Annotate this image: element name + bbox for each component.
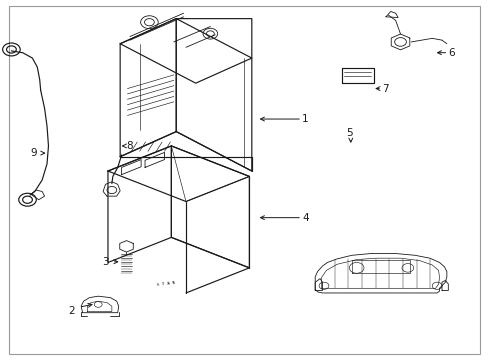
Text: 5: 5 — [346, 129, 352, 138]
Text: 6: 6 — [447, 48, 454, 58]
Text: 8: 8 — [126, 141, 133, 151]
Text: 1: 1 — [302, 114, 308, 124]
Text: 7: 7 — [382, 84, 388, 94]
Text: 3: 3 — [102, 257, 109, 267]
Text: S T A N: S T A N — [157, 281, 176, 287]
Text: 2: 2 — [68, 306, 75, 316]
Text: 4: 4 — [302, 213, 308, 222]
Text: 9: 9 — [30, 148, 37, 158]
